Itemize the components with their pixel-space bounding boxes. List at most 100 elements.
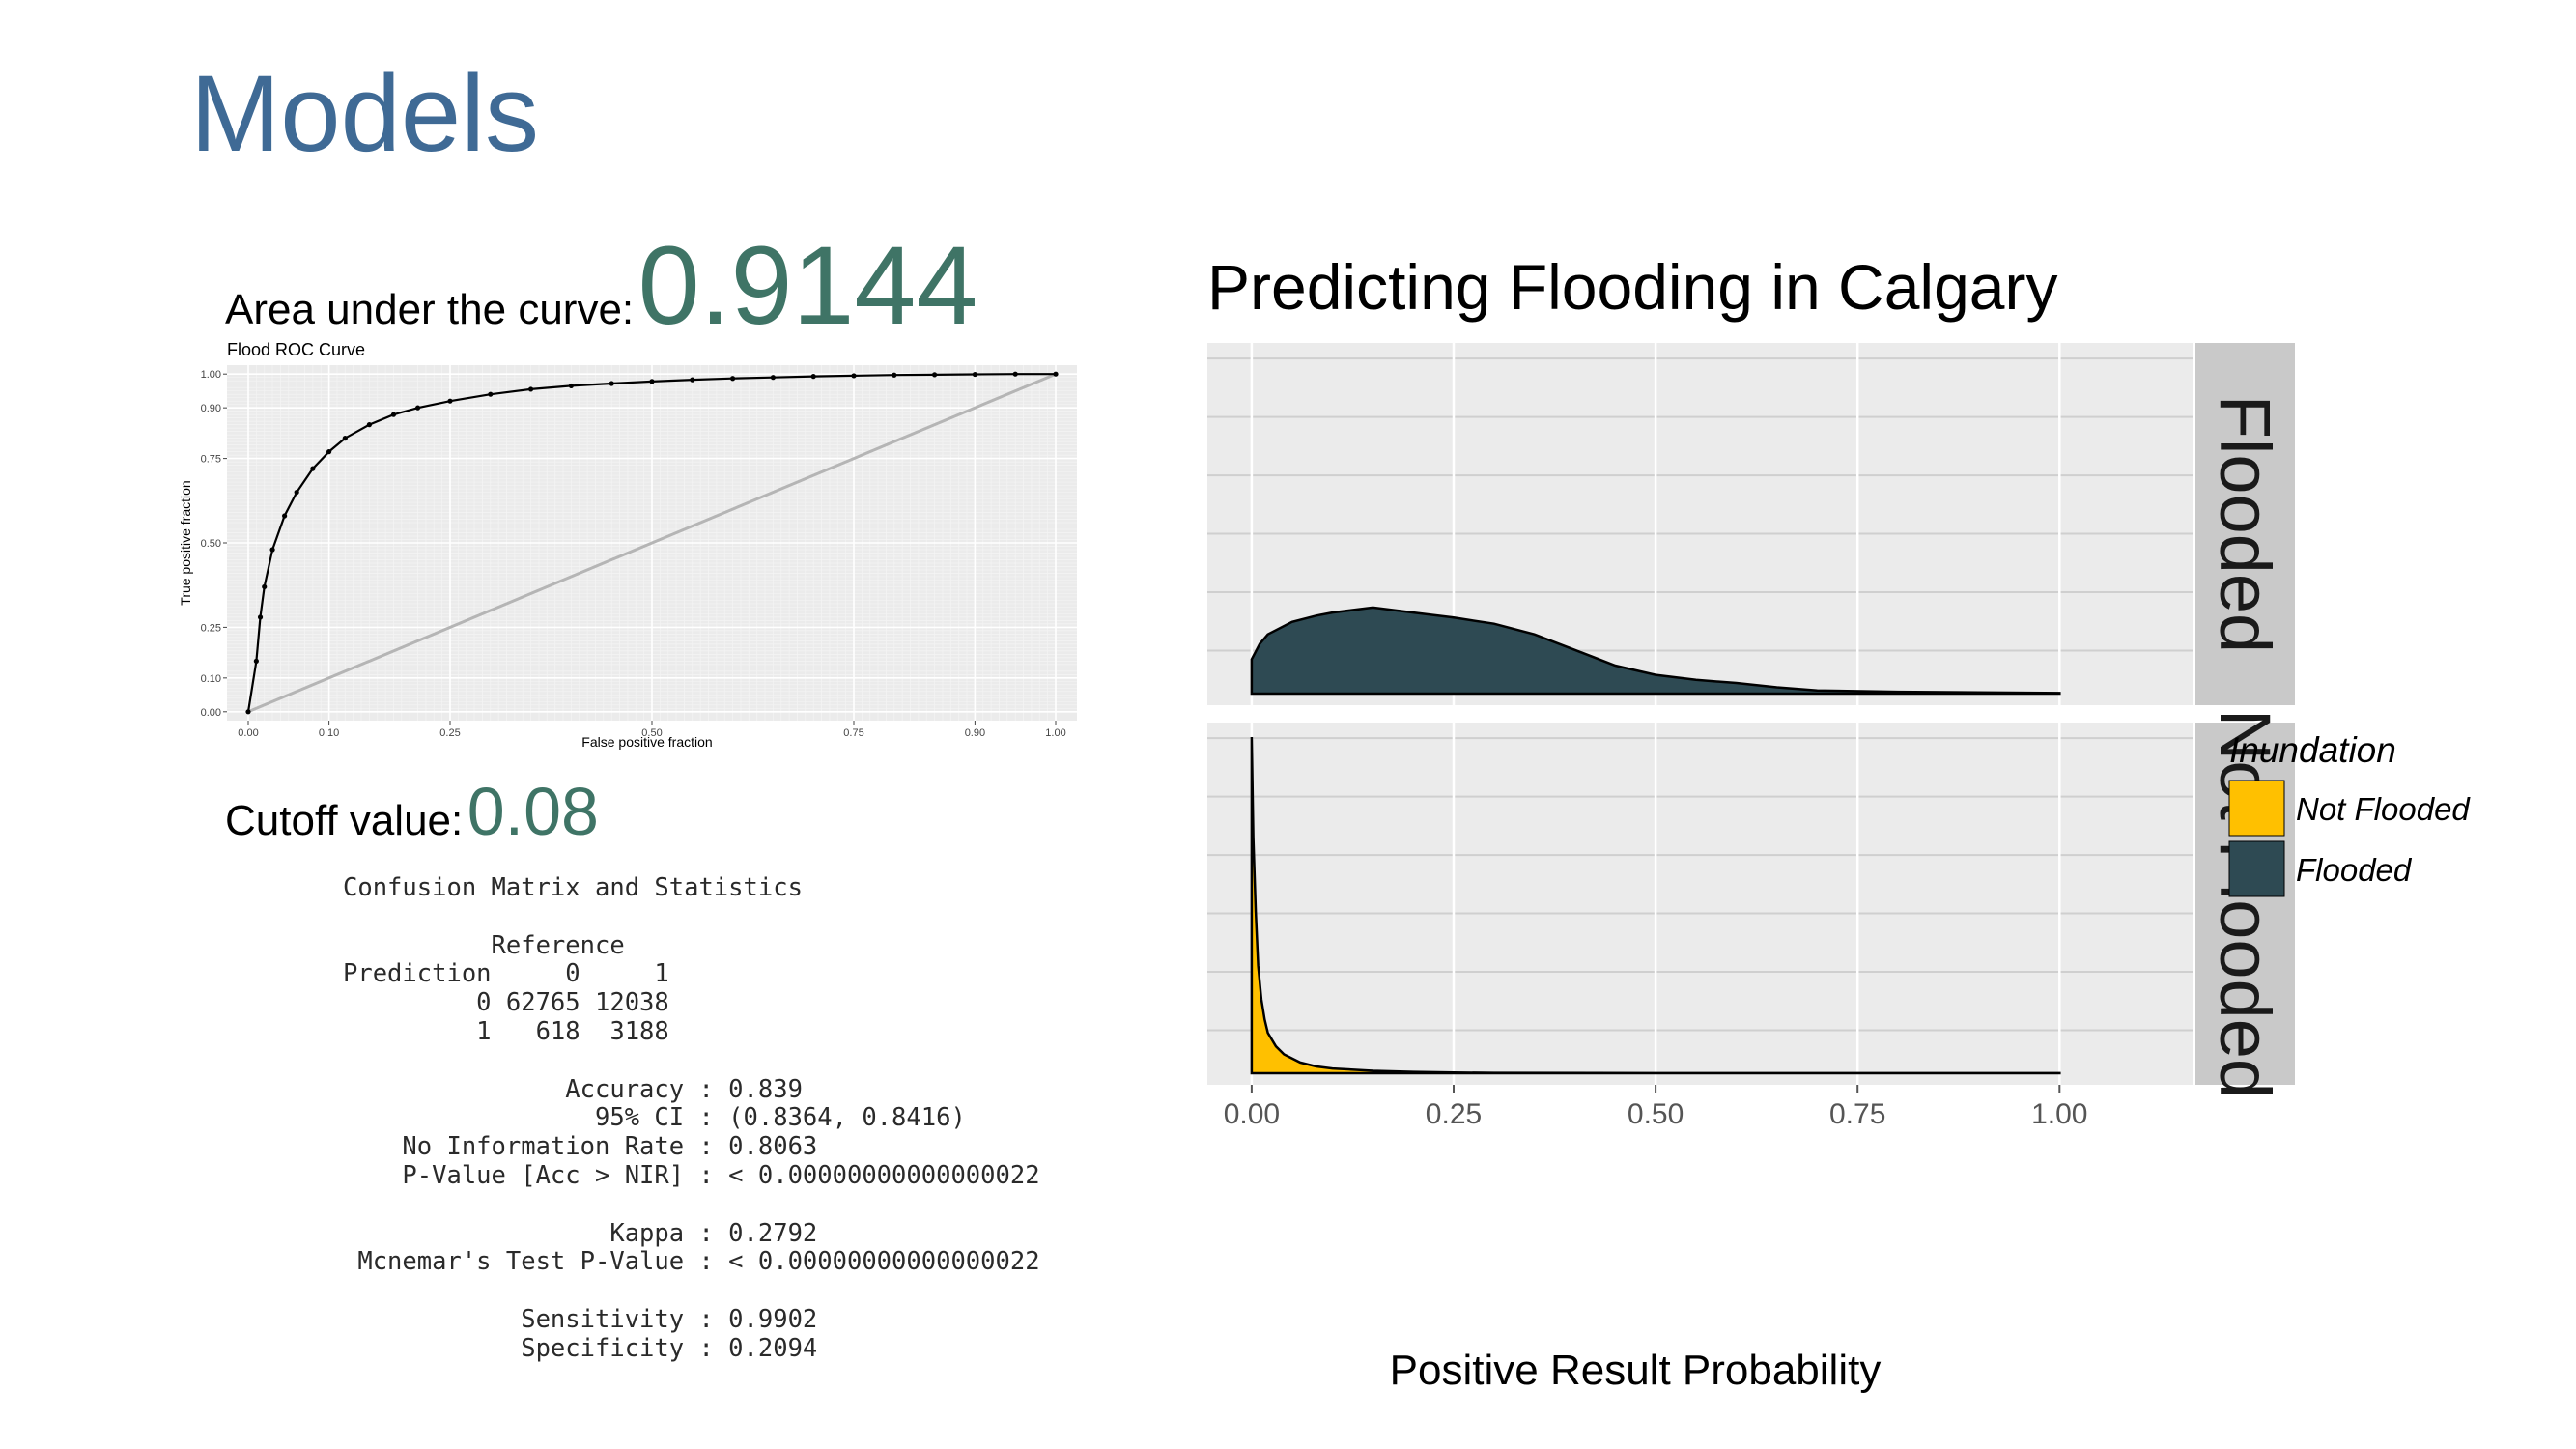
- roc-y-tick-label: 1.00: [201, 369, 221, 381]
- density-title: Predicting Flooding in Calgary: [1207, 251, 2057, 323]
- roc-point: [245, 709, 251, 715]
- facet-flooded: Flooded: [1207, 343, 2295, 705]
- facet-strip-label: Not Flooded: [2205, 709, 2285, 1098]
- auc-label: Area under the curve:: [225, 286, 635, 333]
- roc-point: [447, 398, 453, 404]
- legend-label-not-flooded: Not Flooded: [2296, 791, 2471, 827]
- roc-point: [810, 374, 816, 380]
- facet-strip-label: Flooded: [2205, 395, 2285, 653]
- roc-y-tick-label: 0.50: [201, 538, 221, 550]
- cutoff-value: 0.08: [467, 774, 599, 849]
- roc-point: [269, 547, 275, 553]
- roc-y-tick-label: 0.90: [201, 403, 221, 414]
- cm-line: Sensitivity : 0.9902: [343, 1304, 818, 1334]
- roc-x-axis-label: False positive fraction: [581, 734, 712, 750]
- roc-point: [1012, 371, 1018, 377]
- facet-panel: [1207, 723, 2193, 1085]
- cm-line: Kappa : 0.2792: [343, 1218, 818, 1248]
- cm-line: P-Value [Acc > NIR] : < 0.00000000000000…: [343, 1160, 1040, 1190]
- roc-point: [1053, 371, 1059, 377]
- auc-value: 0.9144: [637, 224, 978, 348]
- roc-point: [342, 436, 348, 441]
- roc-x-tick-label: 0.25: [439, 727, 460, 739]
- roc-point: [414, 405, 421, 411]
- cm-line: Mcnemar's Test P-Value : < 0.00000000000…: [343, 1247, 1040, 1277]
- cm-line: 0 62765 12038: [343, 988, 669, 1018]
- roc-point: [932, 372, 938, 378]
- legend-title: Inundation: [2229, 730, 2396, 770]
- roc-title: Flood ROC Curve: [227, 340, 365, 359]
- roc-y-tick-label: 0.75: [201, 454, 221, 466]
- auc-line: Area under the curve: 0.9144: [225, 222, 977, 350]
- legend-swatch-not-flooded: [2228, 780, 2285, 837]
- density-facets: Flooded Not Flooded: [1207, 343, 2295, 1098]
- cm-line: Reference: [343, 930, 625, 960]
- roc-grid: [227, 365, 1077, 721]
- roc-point: [366, 422, 372, 428]
- roc-point: [282, 513, 288, 519]
- cutoff-line: Cutoff value: 0.08: [225, 773, 599, 850]
- roc-point: [488, 391, 494, 397]
- roc-point: [609, 381, 614, 386]
- roc-y-tick-label: 0.00: [201, 707, 221, 719]
- roc-marks: [245, 371, 1059, 715]
- legend-label-flooded: Flooded: [2296, 852, 2413, 888]
- roc-point: [257, 614, 264, 620]
- density-x-tick-label: 0.75: [1829, 1098, 1885, 1130]
- density-x-tick-label: 1.00: [2031, 1098, 2087, 1130]
- roc-point: [568, 383, 574, 389]
- density-area: [1250, 606, 2061, 696]
- cm-line: Specificity : 0.2094: [343, 1333, 818, 1363]
- roc-x-tick-label: 0.00: [238, 727, 258, 739]
- density-chart: Predicting Flooding in Calgary Flooded No…: [1207, 251, 2471, 1394]
- roc-point: [649, 379, 655, 384]
- cm-line: 1 618 3188: [343, 1016, 669, 1046]
- density-x-tick-label: 0.25: [1426, 1098, 1482, 1130]
- density-x-axis-label: Positive Result Probability: [1390, 1347, 1882, 1394]
- roc-y-axis-label: True positive fraction: [178, 480, 193, 605]
- roc-x-tick-label: 0.50: [641, 727, 662, 739]
- legend: Inundation Not Flooded Flooded: [2228, 730, 2471, 897]
- roc-point: [851, 373, 857, 379]
- roc-x-tick-label: 0.75: [843, 727, 863, 739]
- cm-line: [343, 1277, 1040, 1306]
- roc-point: [690, 377, 695, 383]
- cm-line: Accuracy : 0.839: [343, 1074, 803, 1104]
- facet-not-flooded: Not Flooded: [1207, 709, 2295, 1098]
- cm-line: [343, 1191, 1040, 1220]
- roc-point: [253, 658, 259, 664]
- roc-point: [972, 371, 978, 378]
- cm-line: No Information Rate : 0.8063: [343, 1132, 818, 1162]
- slide-title: Models: [190, 53, 540, 174]
- cutoff-label: Cutoff value:: [225, 797, 464, 844]
- cm-line: [343, 903, 1040, 932]
- density-area: [1250, 736, 2061, 1075]
- roc-point: [390, 412, 397, 417]
- roc-point: [730, 376, 736, 382]
- roc-point: [770, 375, 777, 381]
- confusion-matrix-output: Confusion Matrix and Statistics Referenc…: [343, 873, 1040, 1364]
- roc-chart: Flood ROC Curve 0.00 0.10 0.25 0.50 0.75 0.90…: [178, 340, 1077, 750]
- roc-x-tick-label: 1.00: [1045, 727, 1065, 739]
- cm-line: 95% CI : (0.8364, 0.8416): [343, 1103, 966, 1133]
- roc-x-tick-label: 0.10: [319, 727, 339, 739]
- cm-line: Confusion Matrix and Statistics: [343, 873, 803, 902]
- density-x-axis: 0.00 0.25 0.50 0.75 1.00: [1224, 1085, 2087, 1130]
- roc-y-tick-label: 0.25: [201, 622, 221, 634]
- density-x-tick-label: 0.00: [1224, 1098, 1280, 1130]
- density-x-tick-label: 0.50: [1628, 1098, 1684, 1130]
- roc-reference-line: [247, 372, 1057, 714]
- roc-point: [262, 583, 268, 590]
- roc-point: [326, 449, 332, 455]
- roc-y-tick-label: 0.10: [201, 673, 221, 685]
- legend-swatch-flooded: [2228, 840, 2285, 897]
- roc-point: [528, 386, 534, 392]
- cm-line: [343, 1047, 1040, 1076]
- roc-point: [294, 489, 299, 496]
- roc-point: [892, 372, 897, 378]
- facet-strip: [2195, 343, 2295, 705]
- roc-point: [310, 466, 316, 471]
- roc-axes: 0.00 0.10 0.25 0.50 0.75 0.90 1.00 0.00 0.10 0.25…: [201, 369, 1066, 739]
- roc-x-tick-label: 0.90: [965, 727, 985, 739]
- cm-line: Prediction 0 1: [343, 959, 669, 989]
